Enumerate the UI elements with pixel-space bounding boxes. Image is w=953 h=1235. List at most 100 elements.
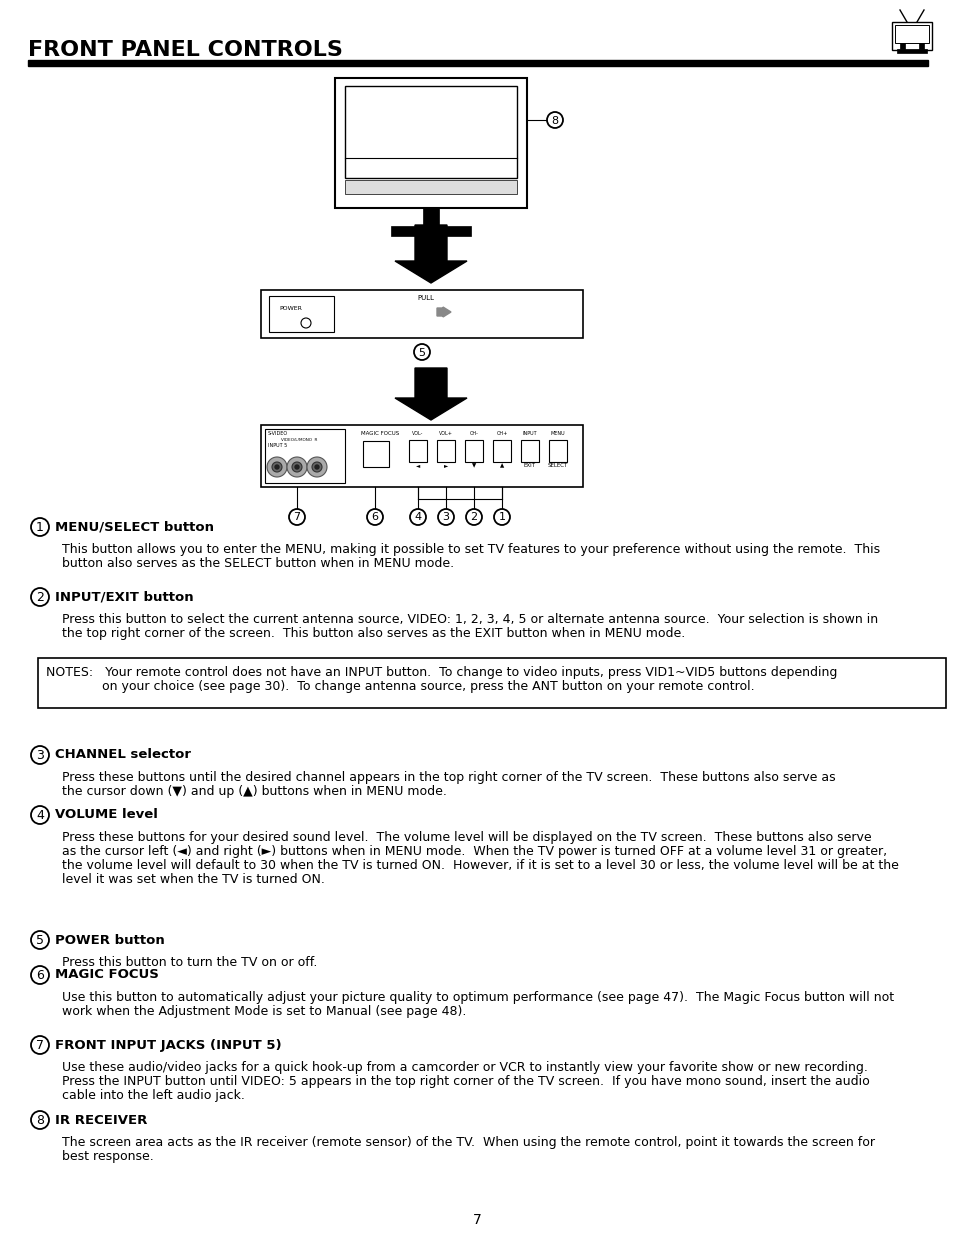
Text: VIDEO/L/MONO  R: VIDEO/L/MONO R — [281, 438, 317, 442]
Circle shape — [312, 462, 322, 472]
Bar — [548, 440, 566, 462]
Text: FRONT PANEL CONTROLS: FRONT PANEL CONTROLS — [28, 40, 342, 61]
Text: 1: 1 — [36, 521, 44, 534]
Text: 2: 2 — [470, 513, 477, 522]
Circle shape — [307, 457, 327, 477]
Text: Press this button to select the current antenna source, VIDEO: 1, 2, 3, 4, 5 or : Press this button to select the current … — [62, 613, 877, 626]
Text: VOLUME level: VOLUME level — [55, 809, 157, 821]
Bar — [493, 440, 511, 462]
Bar — [422, 207, 438, 226]
Text: EXIT: EXIT — [523, 463, 536, 468]
Text: as the cursor left (◄) and right (►) buttons when in MENU mode.  When the TV pow: as the cursor left (◄) and right (►) but… — [62, 845, 886, 858]
Text: INPUT/EXIT button: INPUT/EXIT button — [55, 590, 193, 604]
Text: MAGIC FOCUS: MAGIC FOCUS — [55, 968, 159, 982]
Text: 6: 6 — [371, 513, 378, 522]
Text: 5: 5 — [418, 347, 425, 357]
Text: 8: 8 — [36, 1114, 44, 1128]
Bar — [896, 49, 926, 53]
Text: FRONT INPUT JACKS (INPUT 5): FRONT INPUT JACKS (INPUT 5) — [55, 1039, 281, 1051]
Text: ▲: ▲ — [499, 463, 503, 468]
Text: 7: 7 — [294, 513, 300, 522]
Polygon shape — [395, 368, 467, 420]
Text: Press these buttons for your desired sound level.  The volume level will be disp: Press these buttons for your desired sou… — [62, 831, 871, 844]
Text: CH+: CH+ — [496, 431, 507, 436]
Text: the top right corner of the screen.  This button also serves as the EXIT button : the top right corner of the screen. This… — [62, 627, 684, 640]
Text: VOL+: VOL+ — [438, 431, 453, 436]
Text: INPUT 5: INPUT 5 — [268, 443, 287, 448]
Text: 4: 4 — [36, 809, 44, 823]
Text: the volume level will default to 30 when the TV is turned ON.  However, if it is: the volume level will default to 30 when… — [62, 860, 898, 872]
Text: PULL: PULL — [416, 295, 434, 301]
Text: level it was set when the TV is turned ON.: level it was set when the TV is turned O… — [62, 873, 325, 885]
Circle shape — [294, 466, 298, 469]
Circle shape — [287, 457, 307, 477]
Circle shape — [314, 466, 318, 469]
Bar — [38, 658, 945, 708]
Text: Press the INPUT button until VIDEO: 5 appears in the top right corner of the TV : Press the INPUT button until VIDEO: 5 ap… — [62, 1074, 869, 1088]
Bar — [261, 290, 582, 338]
Circle shape — [292, 462, 302, 472]
Text: work when the Adjustment Mode is set to Manual (see page 48).: work when the Adjustment Mode is set to … — [62, 1005, 466, 1018]
Text: CHANNEL selector: CHANNEL selector — [55, 748, 191, 762]
Text: ▼: ▼ — [472, 463, 476, 468]
Text: MAGIC FOCUS: MAGIC FOCUS — [360, 431, 399, 436]
Polygon shape — [395, 225, 467, 283]
Bar — [464, 440, 482, 462]
Bar — [891, 22, 931, 49]
Text: 5: 5 — [36, 934, 44, 947]
Text: ◄: ◄ — [416, 463, 419, 468]
Text: 7: 7 — [472, 1213, 481, 1228]
Text: S-VIDEO: S-VIDEO — [268, 431, 288, 436]
Circle shape — [267, 457, 287, 477]
Text: cable into the left audio jack.: cable into the left audio jack. — [62, 1089, 245, 1102]
Bar — [391, 226, 471, 236]
Text: 4: 4 — [414, 513, 421, 522]
Text: 7: 7 — [36, 1039, 44, 1052]
Text: MENU: MENU — [550, 431, 565, 436]
Text: the cursor down (▼) and up (▲) buttons when in MENU mode.: the cursor down (▼) and up (▲) buttons w… — [62, 785, 446, 798]
Text: IR RECEIVER: IR RECEIVER — [55, 1114, 147, 1126]
Bar — [335, 78, 526, 207]
Text: 3: 3 — [36, 748, 44, 762]
Text: ►: ► — [443, 463, 448, 468]
Text: 3: 3 — [442, 513, 449, 522]
Text: Use this button to automatically adjust your picture quality to optimum performa: Use this button to automatically adjust … — [62, 990, 893, 1004]
Text: MENU/SELECT button: MENU/SELECT button — [55, 520, 213, 534]
Bar — [345, 86, 517, 178]
Circle shape — [272, 462, 282, 472]
Text: 2: 2 — [36, 592, 44, 604]
Bar — [894, 25, 928, 43]
Text: This button allows you to enter the MENU, making it possible to set TV features : This button allows you to enter the MENU… — [62, 543, 880, 556]
Circle shape — [301, 317, 311, 329]
Text: 8: 8 — [551, 116, 558, 126]
Bar — [261, 425, 582, 487]
Bar — [918, 43, 923, 49]
Text: button also serves as the SELECT button when in MENU mode.: button also serves as the SELECT button … — [62, 557, 454, 571]
FancyArrow shape — [436, 308, 451, 317]
Text: best response.: best response. — [62, 1150, 153, 1163]
Text: Use these audio/video jacks for a quick hook-up from a camcorder or VCR to insta: Use these audio/video jacks for a quick … — [62, 1061, 867, 1074]
Text: POWER button: POWER button — [55, 934, 165, 946]
Text: Press these buttons until the desired channel appears in the top right corner of: Press these buttons until the desired ch… — [62, 771, 835, 784]
Bar — [436, 440, 455, 462]
Bar — [269, 296, 334, 332]
Bar — [28, 61, 927, 65]
Text: on your choice (see page 30).  To change antenna source, press the ANT button on: on your choice (see page 30). To change … — [46, 680, 754, 693]
Text: NOTES:   Your remote control does not have an INPUT button.  To change to video : NOTES: Your remote control does not have… — [46, 666, 837, 679]
Text: VOL-: VOL- — [412, 431, 423, 436]
Bar — [345, 180, 517, 194]
Bar — [520, 440, 538, 462]
Text: POWER: POWER — [278, 306, 301, 311]
Bar — [265, 429, 345, 483]
Bar — [363, 441, 389, 467]
Text: 6: 6 — [36, 969, 44, 982]
Text: INPUT: INPUT — [522, 431, 537, 436]
Circle shape — [274, 466, 278, 469]
Bar — [899, 43, 904, 49]
Text: SELECT: SELECT — [547, 463, 568, 468]
Text: CH-: CH- — [469, 431, 478, 436]
Text: The screen area acts as the IR receiver (remote sensor) of the TV.  When using t: The screen area acts as the IR receiver … — [62, 1136, 874, 1149]
Bar — [409, 440, 427, 462]
Text: Press this button to turn the TV on or off.: Press this button to turn the TV on or o… — [62, 956, 317, 969]
Text: 1: 1 — [498, 513, 505, 522]
